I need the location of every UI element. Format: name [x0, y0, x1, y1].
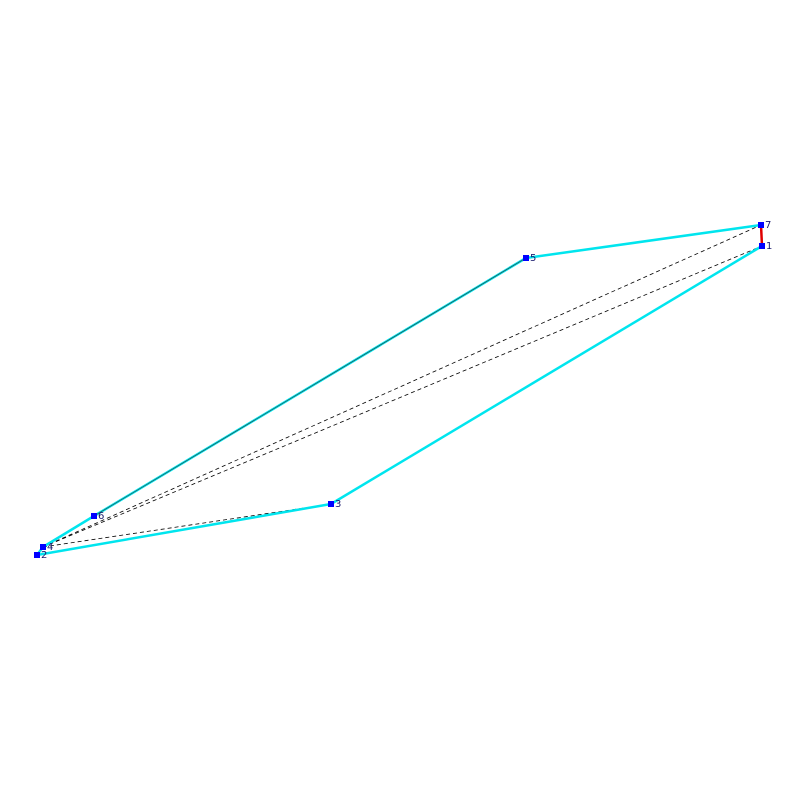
edge [330, 244, 763, 506]
node-label: 3 [335, 499, 341, 510]
diagonal [42, 224, 762, 548]
diagonals [42, 224, 763, 548]
nodes: 1 2 3 4 5 6 7 [34, 220, 772, 561]
node-label: 5 [530, 253, 536, 264]
diagonal [42, 245, 763, 548]
edge [36, 502, 332, 557]
node-label: 4 [47, 542, 53, 553]
node-marker [523, 255, 529, 261]
highlight-edge [759, 224, 764, 247]
node-label: 6 [98, 511, 104, 522]
node-marker [759, 243, 765, 249]
node-label: 7 [765, 220, 771, 231]
node-marker [34, 552, 40, 558]
node-marker [758, 222, 764, 228]
edge [525, 223, 762, 260]
node-label: 1 [766, 241, 772, 252]
node-marker [328, 501, 334, 507]
edge [42, 514, 95, 549]
node-marker [40, 544, 46, 550]
inner-line [93, 257, 527, 517]
node-marker [91, 513, 97, 519]
node-label: 2 [41, 550, 47, 561]
